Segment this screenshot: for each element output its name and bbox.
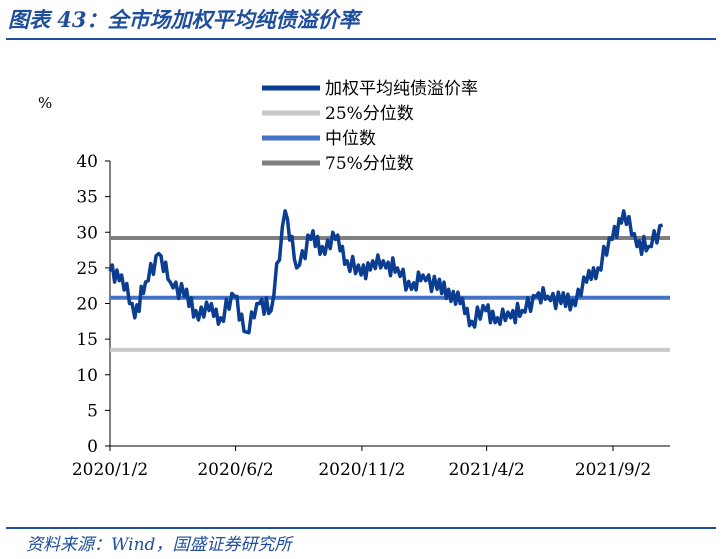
x-tick-label: 2020/6/2 [197,460,273,480]
y-tick-label: 5 [87,401,98,421]
series-line [108,209,664,335]
source-rule [6,527,716,529]
legend-label: 中位数 [325,129,376,149]
y-tick-label: 25 [76,259,98,279]
title-rule [6,38,716,40]
x-tick-label: 2020/1/2 [72,460,148,480]
y-tick-label: 15 [76,330,98,350]
x-tick-label: 2021/9/2 [575,460,651,480]
y-axis-label: % [38,94,52,112]
x-tick-label: 2020/11/2 [318,460,405,480]
y-tick-label: 20 [76,295,98,315]
y-tick-label: 30 [76,223,98,243]
series-layer [108,209,664,335]
reference-lines [110,235,670,352]
y-tick-label: 35 [76,188,98,208]
y-tick-label: 40 [76,152,98,172]
axes: % 0 5 10 15 20 25 30 35 40 2020/1/2 2020/6/2 2020/11… [38,94,670,480]
legend-label: 75%分位数 [325,154,414,174]
legend-label: 加权平均纯债溢价率 [325,79,478,99]
figure-title: 图表 43：全市场加权平均纯债溢价率 [8,7,360,32]
x-tick-label: 2021/4/2 [448,460,524,480]
y-tick-label: 10 [76,366,98,386]
source-note: 资料来源：Wind，国盛证券研究所 [26,535,292,555]
legend-label: 25%分位数 [325,104,414,124]
y-tick-label: 0 [87,437,98,457]
